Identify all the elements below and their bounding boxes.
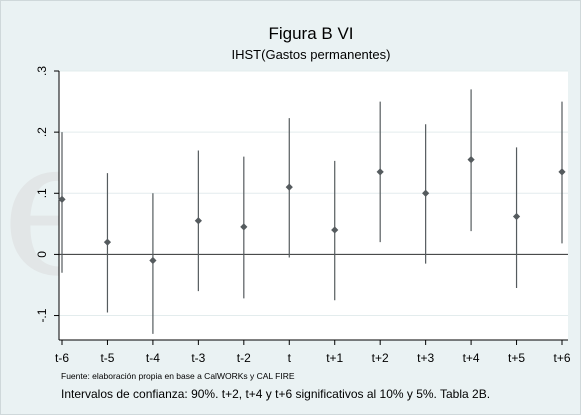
x-tick-label: t+4 (463, 351, 480, 365)
x-tick-label: t+6 (553, 351, 570, 365)
chart-title: Figura B VI (268, 24, 353, 43)
estimate-point (58, 195, 66, 203)
estimate-point (103, 238, 112, 246)
x-tick-label: t-2 (237, 351, 251, 365)
x-tick-label: t+2 (372, 351, 389, 365)
estimate-point (194, 217, 202, 225)
y-tick-label: 0 (35, 251, 49, 258)
estimate-point (285, 183, 293, 191)
estimate-point (149, 256, 157, 265)
estimate-point (240, 223, 248, 231)
estimate-point (331, 226, 339, 234)
y-tick-label: .3 (35, 66, 49, 76)
y-tick-label: -.1 (35, 308, 49, 322)
estimate-point (376, 168, 384, 176)
estimate-point (558, 168, 566, 176)
x-tick-label: t-4 (146, 351, 160, 365)
chart-subtitle: IHST(Gastos permanentes) (232, 47, 391, 62)
y-tick-label: .2 (35, 127, 49, 137)
plot-area: -.1 0 .1 .2 .3 t-6 t-5 t-4 t-3 t-2 t t+1 t+2 t+3 t+4 t+… (35, 66, 571, 365)
x-tick-label: t (288, 351, 292, 365)
source-note: Fuente: elaboración propia en base a Cal… (61, 371, 295, 381)
x-tick-label: t-6 (55, 351, 69, 365)
caption-note: Intervalos de confianza: 90%. t+2, t+4 y… (61, 387, 490, 401)
plot-background (59, 71, 568, 340)
x-tick-label: t+3 (417, 351, 434, 365)
estimate-point (422, 189, 430, 197)
x-tick-label: t+5 (508, 351, 525, 365)
y-tick-label: .1 (35, 188, 49, 198)
x-tick-label: t-3 (191, 351, 205, 365)
estimate-point (467, 156, 475, 164)
x-tick-label: t+1 (326, 351, 343, 365)
estimate-point (512, 212, 521, 221)
x-tick-label: t-5 (100, 351, 114, 365)
